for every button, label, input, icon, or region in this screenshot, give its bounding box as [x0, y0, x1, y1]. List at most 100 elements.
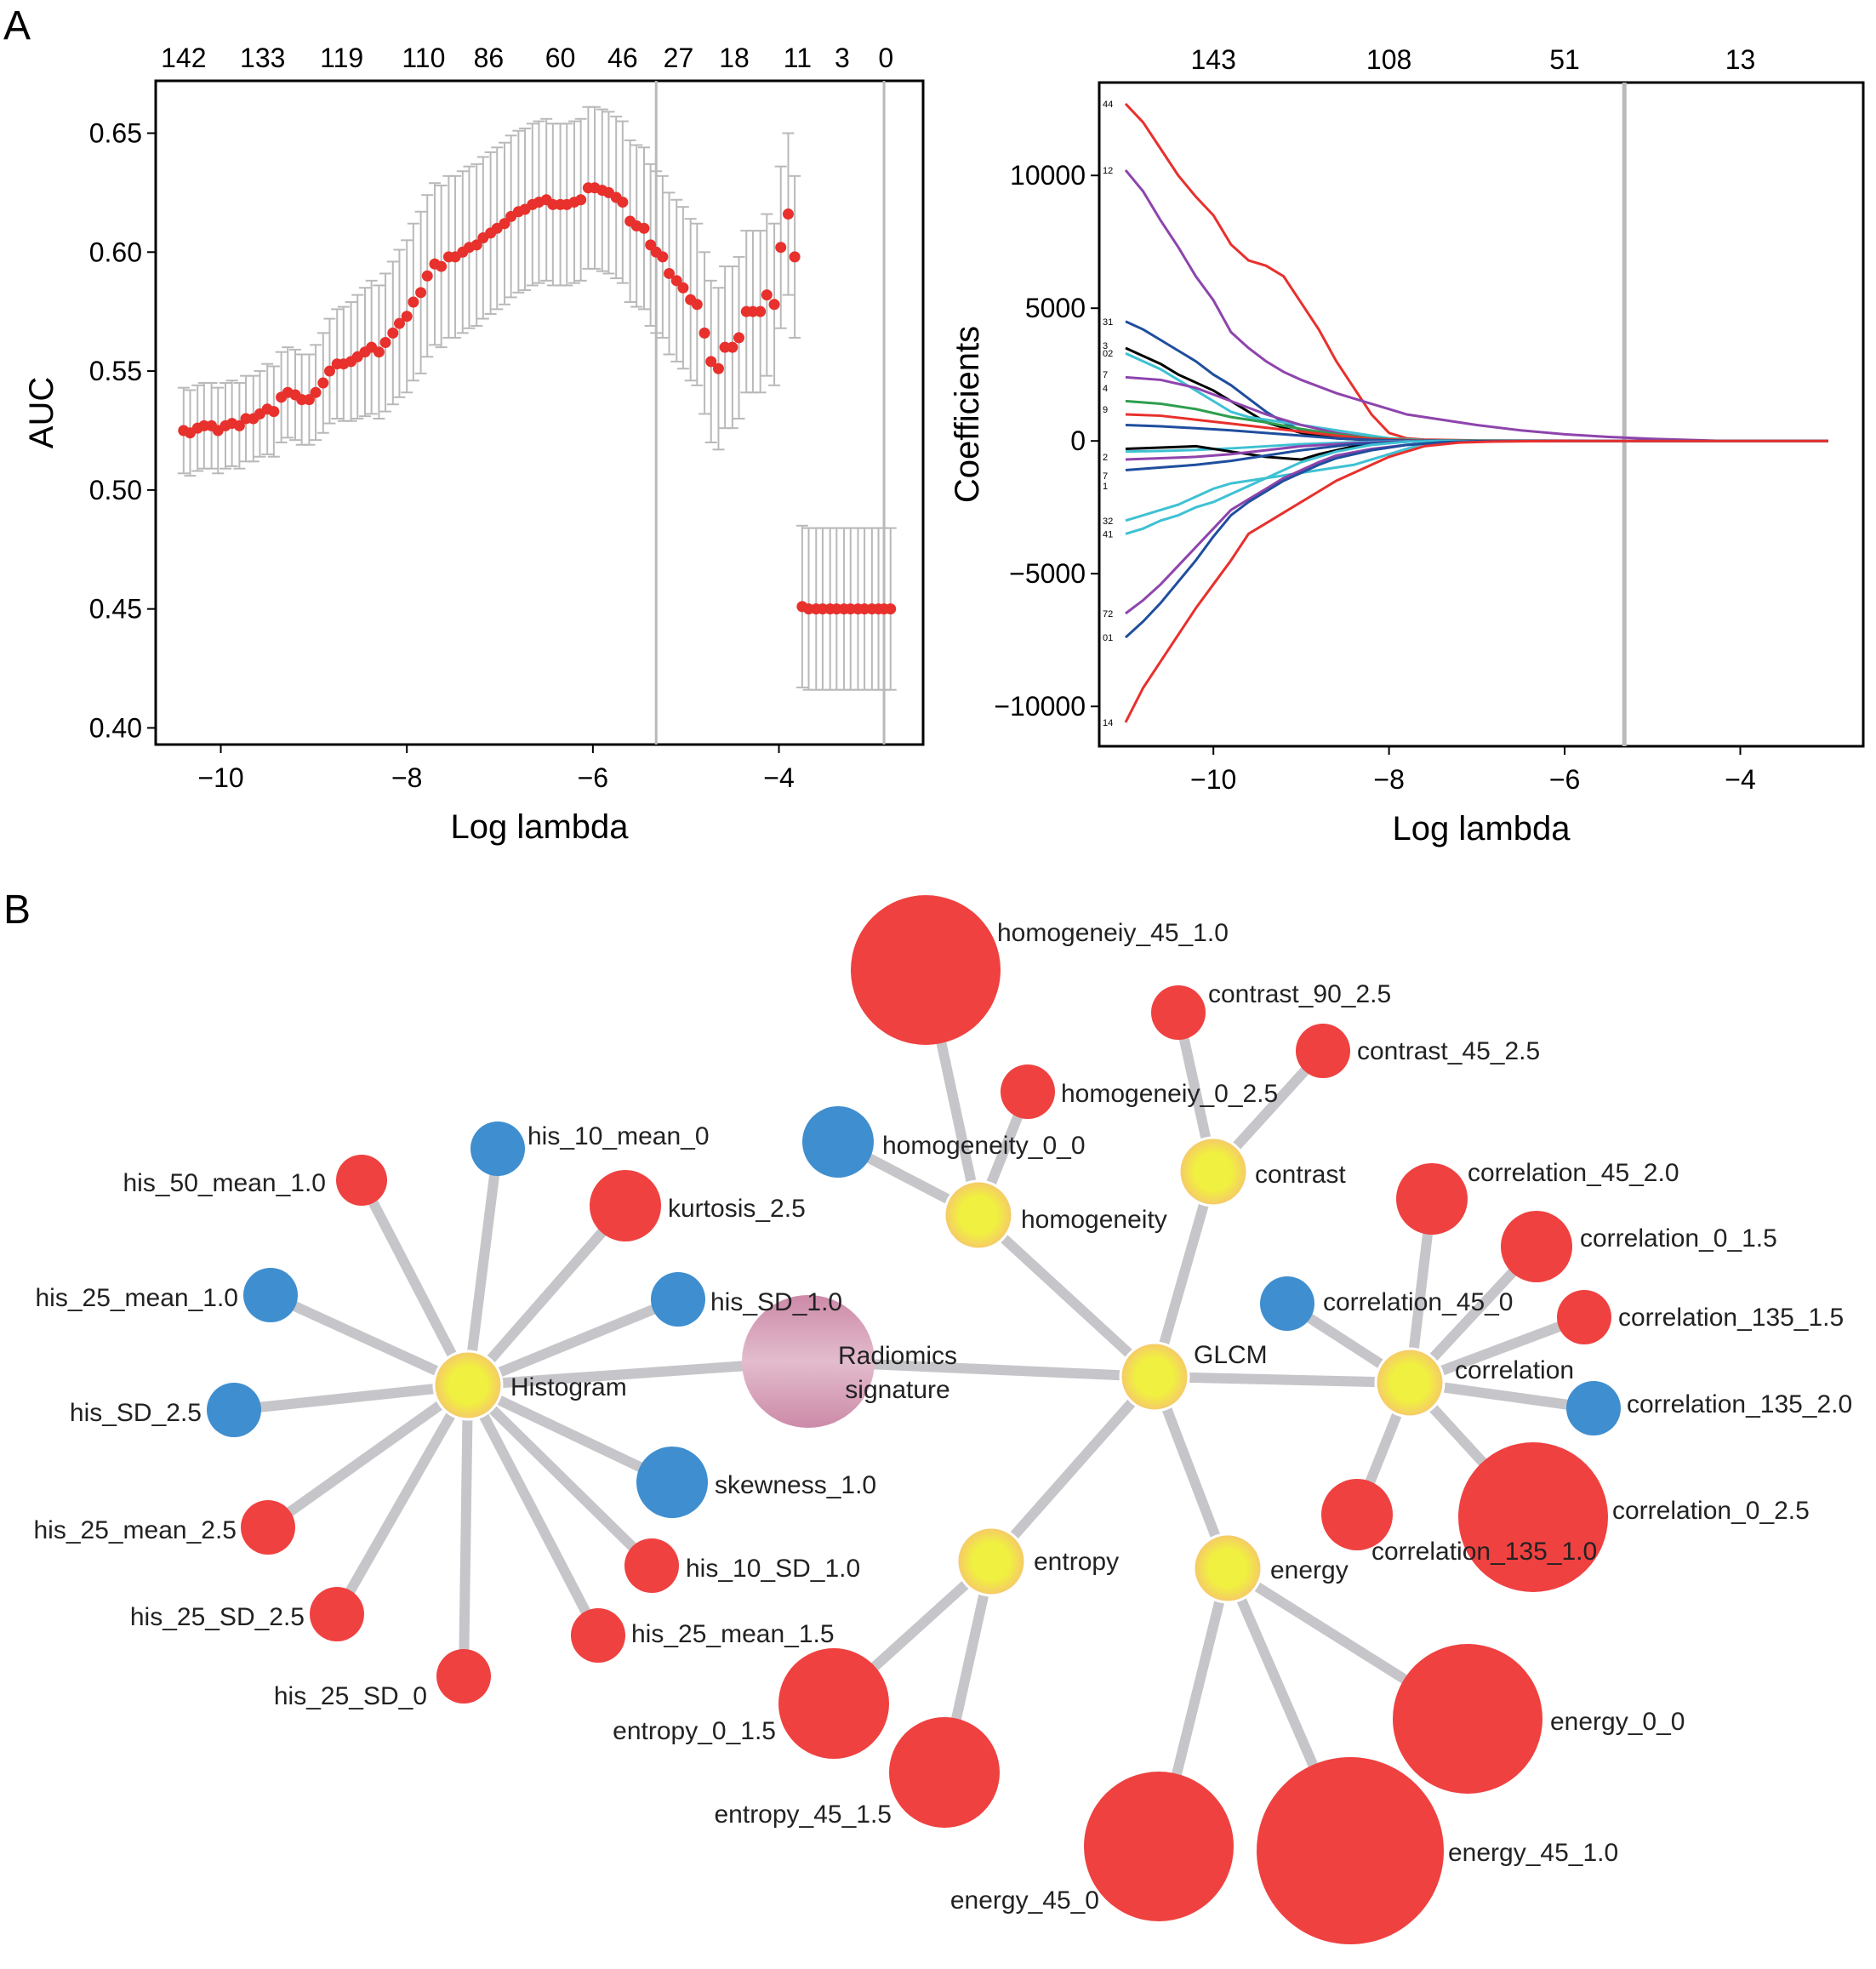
network-edge	[463, 1201, 630, 1390]
node-label-energy-45-1-0: energy_45_1.0	[1448, 1839, 1618, 1867]
coef-path-line	[1125, 351, 1828, 442]
coef-path-line	[1124, 439, 1828, 639]
auc-point	[733, 332, 745, 344]
node-homogeneity	[943, 1179, 1014, 1251]
radiomics-network: Radiomics signature Histogram GLCM homogenei…	[33, 895, 1852, 1944]
coef-path-line	[1124, 439, 1828, 723]
network-edge	[463, 1144, 503, 1390]
auc-point	[310, 386, 322, 398]
node-his-SD-1-0	[651, 1272, 705, 1327]
auc-y-tick-label: 0.65	[89, 118, 142, 149]
node-label-homogeneiy-45-1-0: homogeneiy_45_1.0	[997, 919, 1229, 947]
network-edge	[973, 1210, 1160, 1382]
coef-path-line	[1125, 439, 1828, 461]
node-correlation-0-2-5	[1458, 1442, 1608, 1592]
node-his-25-mean-2-5	[241, 1500, 295, 1555]
coef-path-line	[1124, 169, 1828, 442]
auc-top-tick-label: 18	[719, 43, 750, 73]
node-contrast-45-2-5	[1296, 1024, 1350, 1078]
coef-path-index-label: 02	[1103, 349, 1113, 359]
coef-path-line	[1125, 439, 1828, 461]
coef-top-tick-label: 51	[1549, 44, 1580, 75]
node-label-entropy-0-1-5: entropy_0_1.5	[613, 1717, 776, 1745]
node-his-50-mean-1-0	[336, 1155, 387, 1206]
node-label-glcm: GLCM	[1194, 1341, 1268, 1369]
node-entropy-0-1-5	[778, 1648, 889, 1759]
auc-top-tick-label: 46	[607, 43, 638, 73]
network-edge	[1149, 1167, 1218, 1382]
node-label-homogeneiy-0-2-5: homogeneiy_0_2.5	[1061, 1080, 1278, 1108]
auc-top-tick-label: 11	[784, 43, 812, 73]
node-glcm	[1119, 1341, 1190, 1413]
node-label-homogeneity-0-0: homogeneity_0_0	[882, 1132, 1086, 1160]
coef-y-tick-label: −5000	[1009, 558, 1086, 589]
node-label-his-25-SD-2-5: his_25_SD_2.5	[130, 1603, 305, 1631]
coef-top-tick-label: 108	[1366, 44, 1411, 75]
auc-point	[677, 282, 689, 294]
auc-point	[387, 327, 399, 339]
coef-y-tick-label: 5000	[1025, 293, 1086, 323]
node-label-his-10-SD-1-0: his_10_SD_1.0	[686, 1555, 860, 1583]
auc-point	[727, 341, 738, 353]
auc-point	[712, 362, 724, 374]
node-energy-0-0	[1393, 1644, 1542, 1794]
node-label-his-25-mean-2-5: his_25_mean_2.5	[33, 1516, 237, 1544]
node-label-entropy: entropy	[1034, 1548, 1119, 1576]
coef-path-line	[1125, 399, 1828, 442]
auc-point	[657, 251, 669, 263]
node-label-his-10-mean-0: his_10_mean_0	[527, 1122, 710, 1150]
node-his-10-mean-0	[470, 1121, 525, 1176]
coef-path-index-label: 14	[1103, 718, 1113, 728]
coef-path-index-label: 7	[1103, 471, 1108, 482]
coef-path-line	[1125, 439, 1828, 472]
auc-point	[789, 251, 801, 263]
auc-y-axis-title: AUC	[23, 377, 60, 448]
auc-point	[755, 305, 767, 317]
auc-y-tick-label: 0.50	[89, 475, 142, 505]
coef-top-tick-label: 13	[1725, 44, 1756, 75]
coef-y-tick-label: 0	[1070, 425, 1086, 456]
coef-path-index-label: 44	[1103, 100, 1113, 110]
auc-plot-frame	[154, 79, 925, 746]
node-label-his-SD-2-5: his_SD_2.5	[70, 1399, 202, 1427]
node-label-his-25-mean-1-0: his_25_mean_1.0	[35, 1284, 238, 1312]
auc-point	[768, 299, 780, 311]
network-edge	[332, 1380, 473, 1619]
network-edge	[1149, 1372, 1415, 1388]
auc-point	[317, 377, 329, 389]
network-edge	[463, 1294, 683, 1390]
node-label-his-25-mean-1-5: his_25_mean_1.5	[631, 1620, 835, 1648]
auc-x-tick-label: −10	[197, 762, 243, 793]
node-label-kurtosis-2-5: kurtosis_2.5	[668, 1195, 806, 1223]
panel-a-label: A	[3, 3, 31, 49]
auc-point	[705, 356, 717, 368]
coef-path-index-label: 9	[1103, 405, 1108, 415]
network-labels: Radiomics signature Histogram GLCM homogenei…	[33, 919, 1852, 1915]
coef-top-tick-label: 143	[1190, 44, 1235, 75]
node-label-contrast: contrast	[1255, 1161, 1346, 1189]
coef-path-index-label: 01	[1103, 633, 1113, 643]
coef-path-index-label: 32	[1103, 517, 1113, 527]
node-label-energy-0-0: energy_0_0	[1550, 1708, 1685, 1736]
coef-path-index-label: 2	[1103, 453, 1108, 463]
auc-y-tick-label: 0.55	[89, 356, 142, 386]
node-histogram	[432, 1350, 504, 1421]
node-correlation-135-1-5	[1557, 1290, 1611, 1344]
node-label-energy-45-0: energy_45_0	[950, 1886, 1099, 1915]
node-label-contrast-45-2-5: contrast_45_2.5	[1357, 1037, 1540, 1065]
node-label-correlation-45-0: correlation_45_0	[1323, 1288, 1514, 1316]
coef-x-tick-label: −8	[1373, 764, 1404, 795]
coef-path-index-label: 72	[1103, 609, 1113, 619]
auc-point	[575, 194, 587, 206]
node-label-histogram: Histogram	[510, 1373, 627, 1401]
auc-y-tick-label: 0.60	[89, 237, 142, 267]
node-contrast-90-2-5	[1151, 985, 1206, 1040]
node-label-entropy-45-1-5: entropy_45_1.5	[714, 1801, 892, 1829]
coef-path-line	[1125, 413, 1828, 442]
node-his-25-SD-0	[436, 1649, 491, 1704]
node-correlation	[1374, 1347, 1445, 1418]
auc-top-tick-label: 110	[402, 43, 445, 73]
network-edge	[265, 1290, 473, 1390]
node-entropy	[955, 1526, 1027, 1597]
